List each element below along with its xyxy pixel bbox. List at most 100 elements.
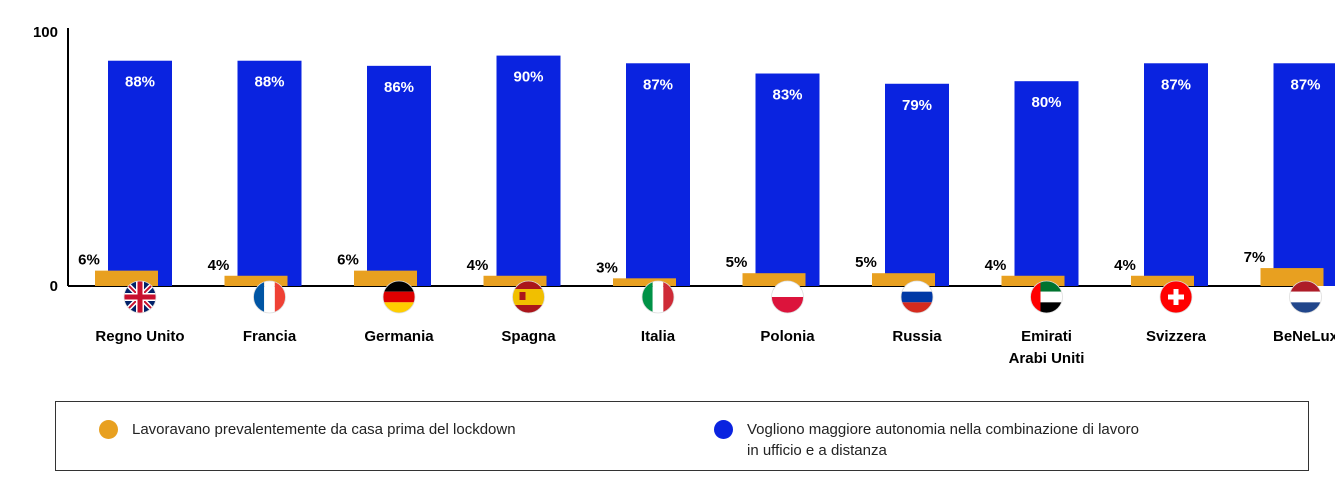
flag-stripe bbox=[663, 281, 674, 313]
y-tick-label-100: 100 bbox=[33, 24, 58, 41]
x-tick-label: Francia bbox=[243, 328, 297, 345]
data-label-autonomy: 80% bbox=[1031, 94, 1061, 111]
data-label-autonomy: 79% bbox=[902, 97, 932, 114]
italy-flag-icon bbox=[641, 280, 675, 314]
bar-home bbox=[1131, 275, 1194, 286]
flag-body bbox=[512, 281, 545, 313]
legend-label-home: Lavoravano prevalentemente da casa prima… bbox=[132, 421, 516, 438]
benelux-flag-icon bbox=[1289, 280, 1322, 314]
data-label-autonomy: 88% bbox=[254, 74, 284, 91]
flag-stripe bbox=[771, 281, 804, 297]
flag-outline bbox=[123, 280, 157, 314]
data-label-home: 7% bbox=[1244, 249, 1266, 266]
data-label-home: 4% bbox=[985, 257, 1007, 274]
bar-autonomy bbox=[885, 83, 949, 286]
flag-outline bbox=[641, 280, 675, 314]
flag-stripe bbox=[1289, 281, 1322, 292]
flag-emblem bbox=[519, 292, 526, 300]
flag-stripe bbox=[901, 281, 933, 292]
flag-cross bbox=[124, 294, 156, 300]
bar-autonomy bbox=[1273, 63, 1335, 286]
data-label-home: 5% bbox=[855, 254, 877, 271]
x-tick-label: Germania bbox=[364, 328, 434, 345]
bar-autonomy bbox=[496, 55, 561, 286]
data-label-autonomy: 87% bbox=[643, 76, 673, 93]
legend-swatch-orange bbox=[99, 420, 118, 439]
x-tick-label: Arabi Uniti bbox=[1009, 350, 1085, 367]
flag-stripe bbox=[383, 281, 415, 292]
bar-autonomy bbox=[1014, 81, 1079, 286]
legend-label-autonomy-line-1: Vogliono maggiore autonomia nella combin… bbox=[747, 421, 1139, 438]
legend-label-autonomy: Vogliono maggiore autonomia nella combin… bbox=[747, 419, 1139, 461]
flag-outline bbox=[1289, 280, 1322, 314]
bar-home bbox=[1001, 275, 1065, 286]
flag-cross bbox=[1168, 294, 1184, 300]
data-label-autonomy: 87% bbox=[1161, 76, 1191, 93]
flag-stripe bbox=[274, 281, 286, 313]
flag-stripe bbox=[771, 297, 804, 313]
flag-outline bbox=[1159, 280, 1193, 314]
x-tick-label: Svizzera bbox=[1146, 328, 1207, 345]
bar-autonomy bbox=[626, 63, 690, 286]
flag-stripe bbox=[642, 281, 653, 313]
germany-flag-icon bbox=[382, 280, 416, 314]
bar-autonomy bbox=[108, 60, 172, 286]
x-tick-label: Italia bbox=[641, 328, 676, 345]
flag-stripe bbox=[253, 281, 265, 313]
flag-body bbox=[1289, 281, 1322, 313]
data-label-autonomy: 87% bbox=[1290, 76, 1320, 93]
data-label-autonomy: 83% bbox=[772, 87, 802, 104]
x-tick-label: Russia bbox=[892, 328, 942, 345]
flag-stripe bbox=[264, 281, 275, 313]
data-label-autonomy: 86% bbox=[384, 79, 414, 96]
flag-stripe bbox=[1030, 302, 1063, 313]
flag-body bbox=[383, 281, 415, 313]
bar-home bbox=[483, 275, 547, 286]
x-tick-label: Spagna bbox=[501, 328, 556, 345]
flag-body bbox=[1030, 281, 1063, 313]
uae-flag-icon bbox=[1030, 280, 1063, 314]
data-label-home: 5% bbox=[726, 254, 748, 271]
data-label-autonomy: 90% bbox=[513, 69, 543, 86]
flag-outline bbox=[512, 280, 545, 314]
bar-autonomy bbox=[367, 65, 431, 286]
bar-autonomy bbox=[237, 60, 302, 286]
y-tick-label-0: 0 bbox=[50, 278, 58, 295]
flag-body bbox=[1160, 281, 1192, 313]
legend: Lavoravano prevalentemente da casa prima… bbox=[55, 401, 1309, 471]
data-label-home: 6% bbox=[337, 252, 359, 269]
flag-stripe bbox=[383, 302, 415, 313]
spain-flag-icon bbox=[512, 280, 545, 314]
data-label-autonomy: 88% bbox=[125, 74, 155, 91]
flag-stripe bbox=[901, 302, 933, 313]
flag-stripe bbox=[383, 291, 415, 303]
flag-stripe bbox=[652, 281, 664, 313]
data-label-home: 4% bbox=[208, 257, 230, 274]
flag-stripe bbox=[901, 291, 933, 303]
bar-autonomy bbox=[755, 73, 820, 287]
flag-outline bbox=[1030, 280, 1063, 314]
legend-item-autonomy: Vogliono maggiore autonomia nella combin… bbox=[714, 419, 1139, 461]
flag-outline bbox=[771, 280, 804, 314]
flag-body bbox=[901, 281, 933, 313]
flag-stripe bbox=[1030, 291, 1063, 303]
flag-body bbox=[771, 281, 804, 313]
flag-outline bbox=[900, 280, 934, 314]
bar-home bbox=[613, 278, 676, 286]
legend-label-autonomy-line-2: in ufficio e a distanza bbox=[747, 442, 887, 459]
flag-stripe bbox=[1030, 281, 1063, 292]
russia-flag-icon bbox=[900, 280, 934, 314]
bar-chart: 100 0 88% 6% Regno Unito 88% 4% Francia 86% 6% Ger… bbox=[33, 24, 1335, 367]
flag-stripe bbox=[512, 289, 545, 305]
x-tick-label: Polonia bbox=[760, 328, 815, 345]
france-flag-icon bbox=[253, 280, 286, 314]
flag-body bbox=[124, 281, 156, 313]
bar-autonomy bbox=[1144, 63, 1208, 286]
x-tick-label: BeNeLux bbox=[1273, 328, 1335, 345]
flag-body bbox=[253, 281, 286, 313]
uk-flag-icon bbox=[123, 280, 157, 314]
data-label-home: 4% bbox=[467, 257, 489, 274]
flag-outline bbox=[253, 280, 286, 314]
flag-stripe bbox=[1289, 302, 1322, 313]
x-tick-label: Emirati bbox=[1021, 328, 1072, 345]
